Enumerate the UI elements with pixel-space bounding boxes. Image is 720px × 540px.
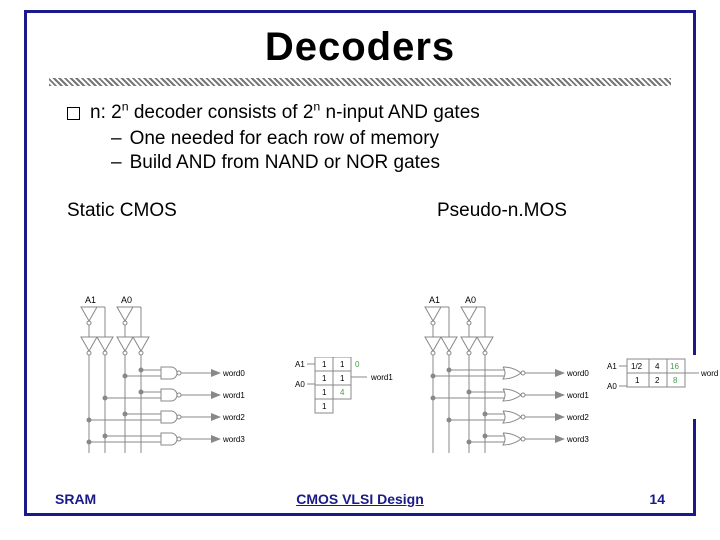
diagram-labels: Static CMOS Pseudo-n.MOS <box>27 200 693 222</box>
slide-title: Decoders <box>27 25 693 70</box>
svg-text:1: 1 <box>322 402 327 411</box>
svg-text:word0: word0 <box>566 369 589 378</box>
bullet-main: n: 2n decoder consists of 2n n-input AND… <box>67 102 653 124</box>
svg-text:1/2: 1/2 <box>631 362 643 371</box>
sup1: n <box>122 100 129 114</box>
diagram-truth-table-2: A1 A0 1/2 4 16 1 2 8 word <box>607 355 720 419</box>
svg-text:1: 1 <box>635 376 640 385</box>
truth-table-2-svg: A1 A0 1/2 4 16 1 2 8 word <box>607 355 720 419</box>
svg-text:8: 8 <box>673 376 678 385</box>
label-static-cmos: Static CMOS <box>67 200 307 222</box>
bullet-main-text: n: 2n decoder consists of 2n n-input AND… <box>90 102 480 124</box>
t: decoder consists of 2 <box>129 102 314 123</box>
diagram-pseudo-decoder: A1 A0 <box>407 293 597 463</box>
svg-text:1: 1 <box>322 360 327 369</box>
svg-text:A0: A0 <box>607 382 617 391</box>
truth-table-1-svg: A1 A0 1 1 1 1 1 4 1 0 word1 <box>275 357 395 429</box>
lbl-a1: A1 <box>85 295 96 305</box>
footer: SRAM CMOS VLSI Design 14 <box>27 491 693 507</box>
pseudo-decoder-svg: A1 A0 <box>407 293 597 463</box>
svg-text:word1: word1 <box>566 391 589 400</box>
sub-bullet-1: – One needed for each row of memory <box>111 128 653 150</box>
svg-text:word0: word0 <box>222 369 245 378</box>
t: n: 2 <box>90 102 122 123</box>
svg-text:2: 2 <box>655 376 660 385</box>
footer-left: SRAM <box>55 491 258 507</box>
svg-text:A0: A0 <box>295 380 305 389</box>
diagrams-area: A1 A0 <box>67 299 663 469</box>
svg-text:A1: A1 <box>429 295 440 305</box>
svg-text:1: 1 <box>340 374 345 383</box>
nand-row-1: word1 <box>103 389 245 401</box>
footer-right: 14 <box>462 491 665 507</box>
svg-text:16: 16 <box>670 362 679 371</box>
diagram-truth-table-1: A1 A0 1 1 1 1 1 4 1 0 word1 <box>275 357 395 429</box>
footer-center: CMOS VLSI Design <box>258 491 461 507</box>
label-pseudo-nmos: Pseudo-n.MOS <box>437 200 567 222</box>
svg-text:word3: word3 <box>222 435 245 444</box>
nor-row-2: word2 <box>447 411 589 423</box>
content-block: n: 2n decoder consists of 2n n-input AND… <box>27 86 693 174</box>
bullet-box-icon <box>67 107 80 120</box>
nor-row-1: word1 <box>431 389 589 401</box>
decorative-bar <box>49 78 671 86</box>
sub-bullet-2: – Build AND from NAND or NOR gates <box>111 152 653 174</box>
svg-text:1: 1 <box>322 374 327 383</box>
static-decoder-svg: A1 A0 <box>63 293 253 463</box>
svg-text:word3: word3 <box>566 435 589 444</box>
slide-frame: Decoders n: 2n decoder consists of 2n n-… <box>24 10 696 516</box>
nor-row-0: word0 <box>431 367 589 379</box>
svg-text:word2: word2 <box>566 413 589 422</box>
nand-row-3: word3 <box>87 433 245 445</box>
svg-text:word2: word2 <box>222 413 245 422</box>
svg-text:word1: word1 <box>370 373 393 382</box>
svg-text:word: word <box>700 369 718 378</box>
sub1-text: One needed for each row of memory <box>130 128 439 150</box>
nand-row-2: word2 <box>87 411 245 423</box>
dash-icon: – <box>111 128 122 150</box>
svg-text:A1: A1 <box>295 360 305 369</box>
svg-text:A0: A0 <box>465 295 476 305</box>
svg-text:1: 1 <box>340 360 345 369</box>
diagram-static-decoder: A1 A0 <box>63 293 253 463</box>
lbl-a0: A0 <box>121 295 132 305</box>
svg-text:1: 1 <box>322 388 327 397</box>
svg-text:0: 0 <box>355 360 360 369</box>
t: n-input AND gates <box>320 102 479 123</box>
svg-text:4: 4 <box>655 362 660 371</box>
svg-text:word1: word1 <box>222 391 245 400</box>
dash-icon: – <box>111 152 122 174</box>
svg-text:4: 4 <box>340 388 345 397</box>
svg-text:A1: A1 <box>607 362 617 371</box>
sub2-text: Build AND from NAND or NOR gates <box>130 152 440 174</box>
